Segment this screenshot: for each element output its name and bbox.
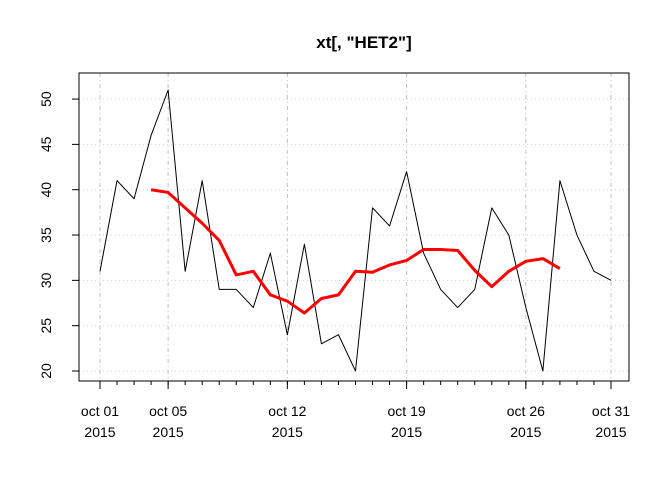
- x-axis: oct 01 2015 oct 05 2015 oct 12 2015 oct 19 2015…: [81, 380, 630, 440]
- x-tick-label-year: 2015: [510, 424, 541, 440]
- y-tick-label: 20: [38, 363, 54, 379]
- series-line-2: [150, 188, 561, 315]
- x-tick-label: oct 19: [388, 403, 426, 419]
- x-tick-label-year: 2015: [272, 424, 303, 440]
- y-tick-label: 50: [38, 91, 54, 107]
- x-tick-label-year: 2015: [153, 424, 184, 440]
- series-layer: [99, 89, 612, 372]
- y-axis: 20 25 30 35 40 45 50: [38, 91, 79, 379]
- y-tick-label: 35: [38, 227, 54, 243]
- x-tick-label: oct 31: [592, 403, 630, 419]
- x-tick-label-year: 2015: [391, 424, 422, 440]
- x-tick-label: oct 26: [507, 403, 545, 419]
- x-tick-label-year: 2015: [595, 424, 626, 440]
- y-tick-label: 40: [38, 182, 54, 198]
- y-tick-label: 45: [38, 136, 54, 152]
- grid: [79, 73, 629, 381]
- series-line-1: [99, 89, 612, 372]
- x-tick-label: oct 01: [81, 403, 119, 419]
- x-tick-label: oct 12: [268, 403, 306, 419]
- y-tick-label: 30: [38, 272, 54, 288]
- chart-title: xt[, "HET2"]: [316, 33, 411, 52]
- y-tick-label: 25: [38, 318, 54, 334]
- x-tick-label-year: 2015: [84, 424, 115, 440]
- x-tick-label: oct 05: [149, 403, 187, 419]
